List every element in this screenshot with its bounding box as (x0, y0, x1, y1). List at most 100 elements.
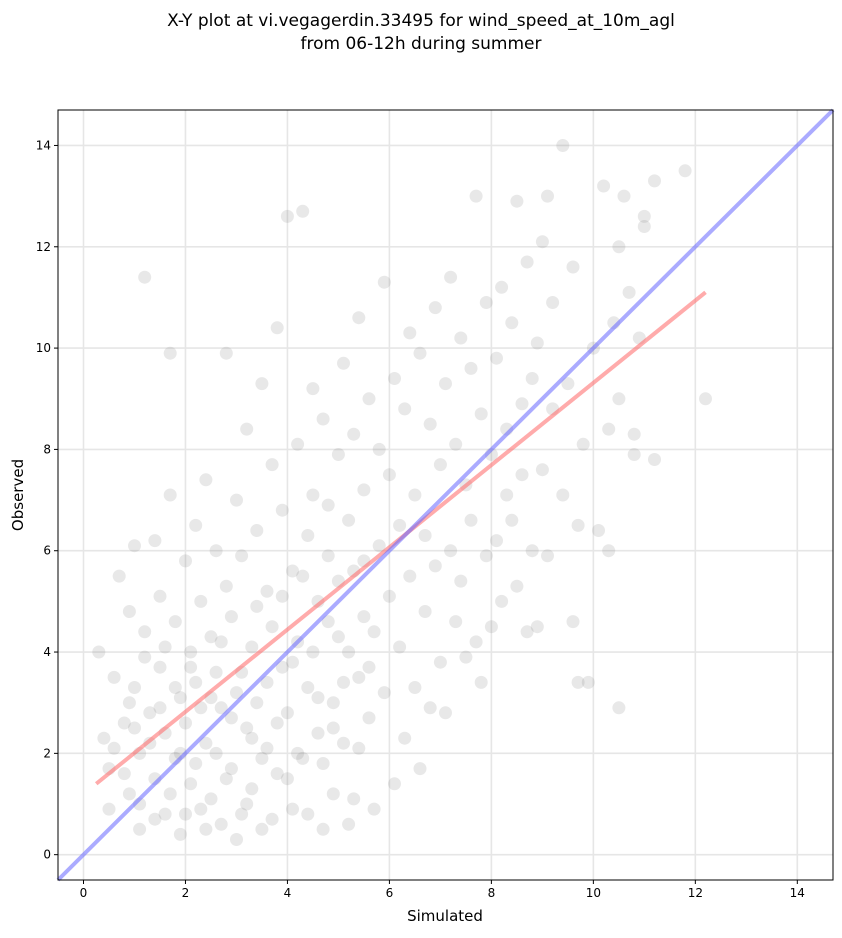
scatter-point (479, 549, 493, 563)
scatter-point (454, 331, 468, 345)
scatter-point (128, 539, 141, 553)
scatter-point (490, 534, 503, 548)
scatter-point (189, 518, 203, 532)
scatter-point (179, 554, 192, 568)
scatter-point (408, 681, 422, 694)
scatter-point (214, 635, 228, 649)
y-tick-label: 6 (43, 544, 51, 558)
y-axis-label: Observed (9, 459, 27, 531)
scatter-point (428, 559, 442, 573)
scatter-point (372, 539, 386, 553)
y-tick-label: 10 (36, 341, 51, 355)
scatter-point (331, 448, 345, 461)
scatter-point (418, 529, 432, 542)
scatter-point (153, 701, 167, 715)
scatter-point (265, 812, 279, 826)
scatter-point (347, 792, 361, 806)
scatter-point (326, 721, 340, 735)
scatter-point (571, 518, 585, 532)
scatter-point (408, 488, 422, 502)
scatter-point (377, 275, 391, 289)
scatter-point (520, 625, 534, 639)
scatter-point (566, 260, 580, 274)
scatter-point (444, 544, 458, 558)
scatter-point (148, 534, 162, 548)
scatter-point (413, 762, 427, 776)
identity-line (56, 108, 835, 882)
plot-frame (57, 109, 834, 881)
scatter-point (296, 751, 310, 765)
scatter-point (194, 594, 208, 608)
scatter-point (403, 569, 417, 583)
scatter-point (541, 549, 554, 563)
scatter-point (245, 640, 259, 654)
scatter-point (449, 437, 463, 451)
scatter-point (275, 503, 289, 517)
x-tick-label: 4 (284, 886, 292, 900)
scatter-point (117, 767, 131, 781)
scatter-point (224, 610, 238, 624)
scatter-point (122, 787, 136, 801)
scatter-point (128, 681, 141, 694)
scatter-point (347, 427, 361, 441)
scatter-point (199, 822, 213, 836)
x-tick-label: 8 (488, 886, 496, 900)
scatter-point (240, 721, 254, 735)
scatter-point (520, 255, 534, 269)
scatter-point (464, 361, 478, 375)
scatter-point (398, 402, 412, 416)
scatter-point (500, 488, 514, 502)
x-tick-label: 14 (790, 886, 805, 900)
scatter-point (678, 164, 692, 178)
scatter-point (270, 716, 284, 730)
scatter-point (352, 311, 366, 325)
scatter-point (270, 767, 284, 781)
scatter-point (342, 817, 356, 831)
grid-layer (58, 110, 833, 880)
scatter-point (490, 351, 503, 365)
scatter-point (617, 189, 631, 203)
scatter-point (382, 468, 396, 482)
chart-title-line-1: X-Y plot at vi.vegagerdin.33495 for wind… (167, 11, 675, 31)
scatter-point (459, 650, 473, 664)
scatter-point (194, 802, 208, 816)
scatter-point (326, 787, 340, 801)
scatter-point (92, 645, 106, 659)
scatter-point (219, 346, 233, 360)
scatter-point (469, 189, 483, 203)
scatter-point (230, 493, 243, 507)
scatter-point (556, 139, 570, 152)
scatter-point (627, 427, 641, 441)
scatter-point (204, 630, 218, 644)
scatter-point (235, 807, 249, 821)
scatter-point (484, 620, 498, 634)
scatter-point (204, 792, 218, 806)
scatter-point (393, 518, 407, 532)
scatter-point (168, 681, 182, 694)
scatter-point (535, 463, 549, 477)
scatter-point (622, 285, 636, 299)
scatter-point (566, 615, 580, 629)
scatter-point (107, 741, 121, 755)
scatter-point (377, 686, 391, 700)
scatter-point (301, 807, 315, 821)
scatter-point (265, 620, 279, 634)
scatter-point (637, 209, 651, 223)
scatter-point (128, 721, 141, 735)
scatter-point (280, 706, 294, 720)
scatter-point (321, 498, 335, 512)
scatter-point (306, 382, 320, 396)
scatter-point (270, 321, 284, 335)
scatter-point (117, 716, 131, 730)
scatter-point (525, 372, 539, 385)
scatter-point (291, 437, 305, 451)
scatter-point (321, 549, 335, 563)
scatter-point (173, 691, 187, 705)
x-axis-label: Simulated (407, 907, 483, 925)
scatter-point (362, 660, 376, 674)
scatter-point (219, 579, 233, 593)
scatter-point (382, 589, 396, 603)
scatter-point (301, 529, 315, 542)
x-tick-label: 12 (688, 886, 703, 900)
